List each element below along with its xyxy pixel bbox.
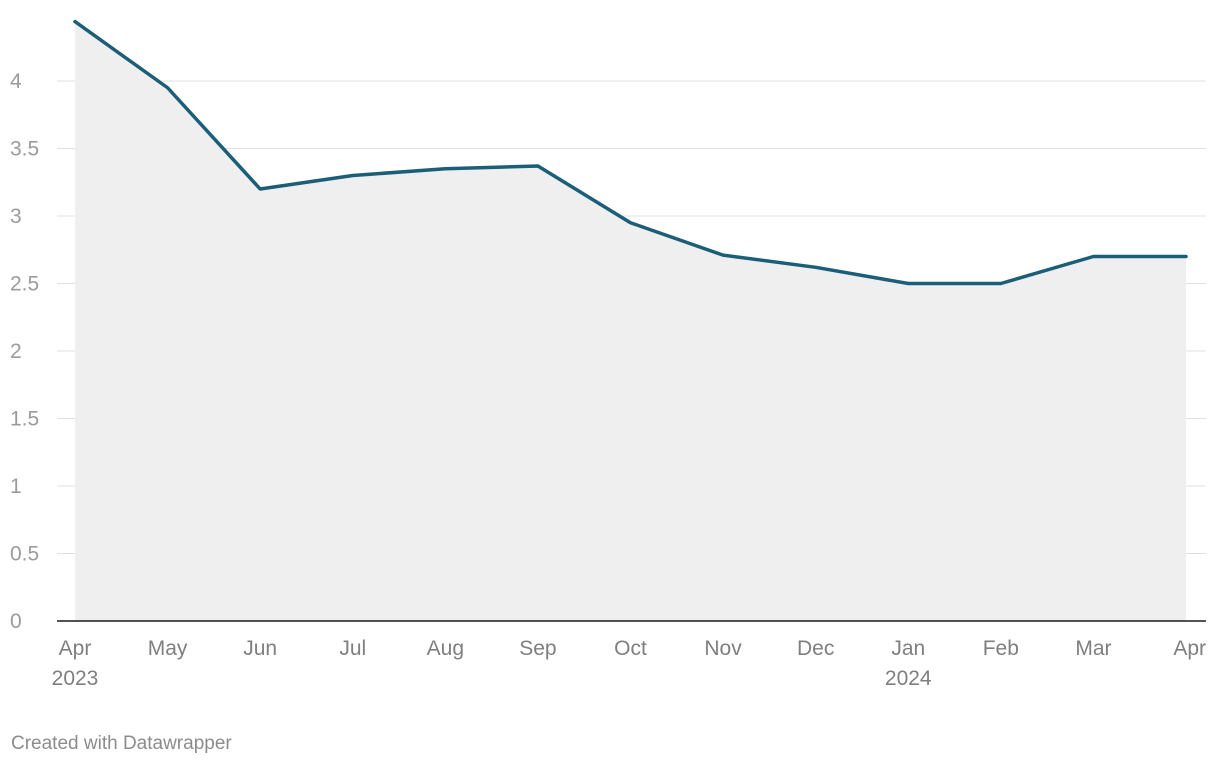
- y-tick-label: 3: [10, 205, 22, 228]
- y-tick-label: 2.5: [10, 273, 39, 296]
- data-point: [1091, 255, 1095, 259]
- x-tick-label: Apr: [59, 637, 92, 660]
- data-point: [814, 265, 818, 269]
- x-tick-label: Dec: [797, 637, 834, 660]
- data-point: [629, 221, 633, 225]
- data-point: [443, 167, 447, 171]
- x-axis: Apr 2023 May Jun Jul Aug Sep Oct Nov Dec Jan 2024 Fe…: [52, 637, 1206, 690]
- data-point: [351, 174, 355, 178]
- data-point: [721, 253, 725, 257]
- data-point: [258, 187, 262, 191]
- data-point: [166, 86, 170, 90]
- data-point: [73, 20, 77, 24]
- data-point: [906, 282, 910, 286]
- y-tick-label: 1.5: [10, 408, 39, 431]
- x-tick-label: Aug: [427, 637, 464, 660]
- x-tick-label: Feb: [983, 637, 1019, 660]
- x-tick-label: Oct: [614, 637, 647, 660]
- y-tick-label: 3.5: [10, 138, 39, 161]
- x-tick-label: Jul: [339, 637, 366, 660]
- y-tick-label: 2: [10, 340, 22, 363]
- x-tick-label: May: [148, 637, 188, 660]
- area-fill: [75, 21, 1186, 622]
- data-point: [999, 282, 1003, 286]
- y-axis: 0 0.5 1 1.5 2 2.5 3 3.5 4: [10, 70, 39, 633]
- x-tick-label: Nov: [704, 637, 742, 660]
- y-tick-label: 1: [10, 475, 22, 498]
- x-tick-label: Mar: [1075, 637, 1111, 660]
- y-tick-label: 0.5: [10, 543, 39, 566]
- x-tick-label: Sep: [519, 637, 556, 660]
- x-tick-label: Jun: [243, 637, 277, 660]
- y-tick-label: 4: [10, 70, 22, 93]
- series-line-layer: [73, 19, 1188, 286]
- x-tick-year-label: 2023: [52, 667, 99, 690]
- area-fill-layer: [57, 21, 1206, 622]
- data-point: [1184, 255, 1188, 259]
- x-tick-label: Apr: [1173, 637, 1206, 660]
- x-tick-label: Jan: [891, 637, 925, 660]
- y-tick-label: 0: [10, 610, 22, 633]
- data-point: [536, 164, 540, 168]
- x-tick-year-label: 2024: [885, 667, 932, 690]
- series-line: [73, 19, 1188, 286]
- credit-text: Created with Datawrapper: [11, 733, 232, 754]
